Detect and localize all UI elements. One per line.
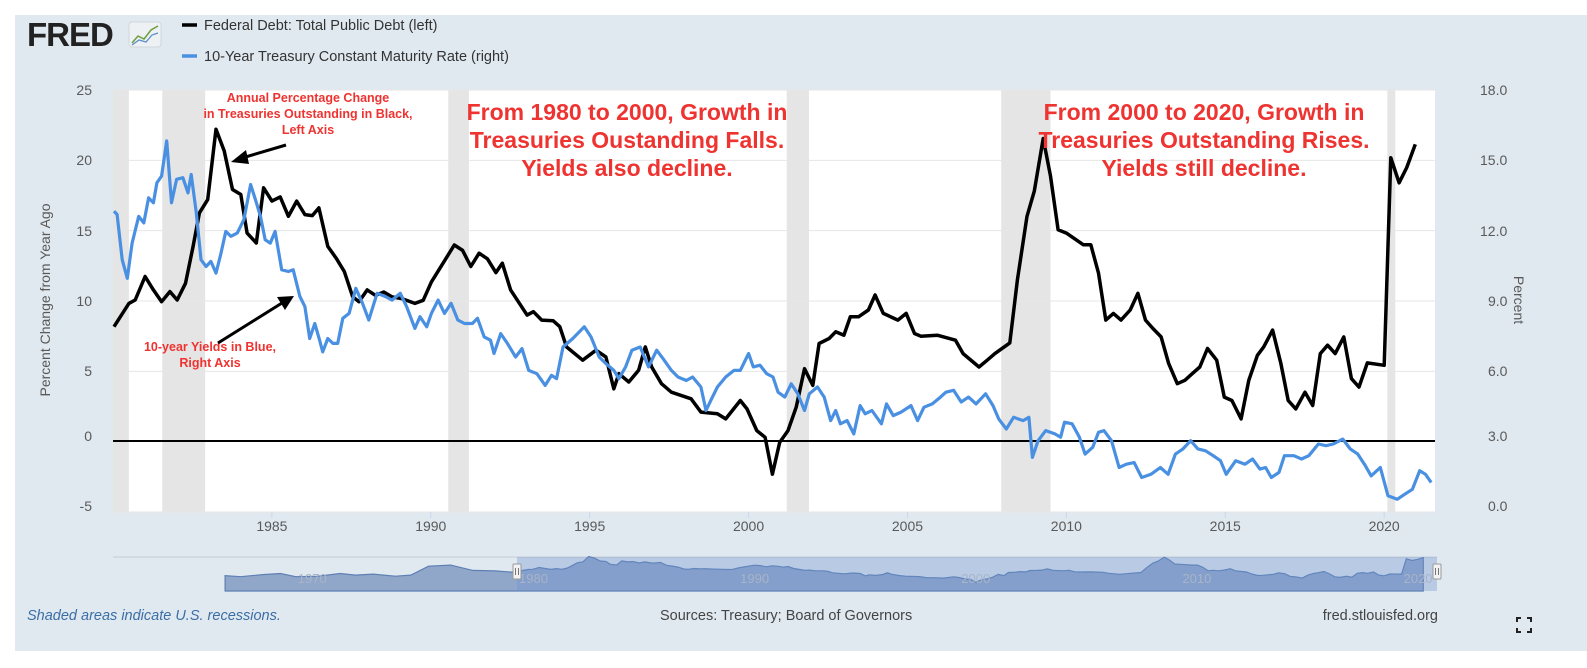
x-tick-label: 2005 [892, 518, 923, 534]
fullscreen-icon[interactable] [1516, 617, 1532, 633]
y-axis-left: 25 20 15 10 5 0 -5 Percent Change from Y… [37, 82, 92, 514]
annotation-line: From 1980 to 2000, Growth in [467, 99, 788, 125]
treasury-yield-line [112, 139, 1433, 501]
annotation-line: From 2000 to 2020, Growth in [1044, 99, 1365, 125]
y-tick-label: 3.0 [1488, 428, 1508, 444]
fred-logo[interactable]: FRED [27, 16, 162, 53]
x-tick-label: 2020 [1369, 518, 1400, 534]
navigator-handle-right[interactable] [1432, 563, 1442, 580]
fred-logo-chart-icon [128, 21, 162, 48]
y-tick-label: 25 [76, 82, 92, 98]
y-tick-label: 0 [84, 428, 92, 444]
annotation-line: Yields still decline. [1102, 155, 1307, 181]
navigator-label: 1970 [298, 571, 327, 586]
navigator-area [224, 555, 1424, 592]
navigator-selected-range[interactable] [517, 557, 1437, 591]
y-tick-label: 20 [76, 152, 92, 168]
y-tick-label: 18.0 [1480, 82, 1507, 98]
series-lines [112, 127, 1433, 501]
annotation-line: Annual Percentage Change [227, 91, 390, 105]
x-tick-label: 1985 [256, 518, 287, 534]
federal-debt-line [112, 127, 1417, 476]
handle-grip[interactable] [1432, 563, 1442, 580]
gridlines [113, 89, 1435, 513]
legend-item-10yr-treasury[interactable]: 10-Year Treasury Constant Maturity Rate … [182, 49, 509, 65]
x-tick-label: 1990 [415, 518, 446, 534]
recession-note-link[interactable]: Shaded areas indicate U.S. recessions. [27, 608, 281, 624]
navigator-label: 1990 [740, 571, 769, 586]
range-navigator[interactable]: 1970 1980 1990 2000 2010 2020 [113, 555, 1442, 592]
arrow-icon [231, 143, 287, 164]
y-axis-right-title: Percent [1511, 276, 1527, 324]
y-tick-label: 15.0 [1480, 152, 1507, 168]
annotation-line: Treasuries Outstanding Rises. [1038, 127, 1369, 153]
sources-text: Sources: Treasury; Board of Governors [660, 608, 912, 624]
x-tick-label: 2015 [1210, 518, 1241, 534]
x-tick-label: 2010 [1051, 518, 1082, 534]
y-axis-left-title: Percent Change from Year Ago [37, 203, 53, 396]
navigator-label: 1980 [519, 571, 548, 586]
annotation-line: Yields also decline. [521, 155, 732, 181]
annotation-period-1980-2000: From 1980 to 2000, Growth in Treasuries … [467, 99, 788, 181]
handle-grip[interactable] [512, 563, 522, 580]
y-axis-right: 18.0 15.0 12.0 9.0 6.0 3.0 0.0 Percent [1480, 82, 1527, 514]
navigator-label: 2000 [961, 571, 990, 586]
annotation-line: Left Axis [282, 123, 334, 137]
navigator-label: 2020 [1404, 571, 1433, 586]
navigator-handle-left[interactable] [512, 563, 522, 580]
y-tick-label: 12.0 [1480, 223, 1507, 239]
x-tick-label: 1995 [574, 518, 605, 534]
fred-site-link[interactable]: fred.stlouisfed.org [1323, 608, 1438, 624]
y-tick-label: 5 [84, 363, 92, 379]
annotation-line: in Treasuries Outstanding in Black, [203, 107, 412, 121]
x-tick-label: 2000 [733, 518, 764, 534]
fred-logo-text: FRED [27, 16, 113, 53]
arrow-icon [217, 296, 294, 345]
y-tick-label: 9.0 [1488, 293, 1508, 309]
y-tick-label: 6.0 [1488, 363, 1508, 379]
navigator-labels: 1970 1980 1990 2000 2010 2020 [298, 571, 1433, 586]
y-tick-label: -5 [80, 498, 93, 514]
annotation-debt-note: Annual Percentage Change in Treasuries O… [203, 91, 413, 164]
annotation-line: 10-year Yields in Blue, [144, 340, 276, 354]
legend: Federal Debt: Total Public Debt (left) 1… [182, 18, 509, 65]
annotation-line: Treasuries Oustanding Falls. [470, 127, 784, 153]
x-axis: 1985 1990 1995 2000 2005 2010 2015 2020 [256, 512, 1400, 534]
y-tick-label: 0.0 [1488, 498, 1508, 514]
legend-label: Federal Debt: Total Public Debt (left) [204, 18, 437, 34]
annotation-period-2000-2020: From 2000 to 2020, Growth in Treasuries … [1038, 99, 1369, 181]
legend-item-federal-debt[interactable]: Federal Debt: Total Public Debt (left) [182, 18, 437, 34]
y-tick-label: 10 [76, 293, 92, 309]
navigator-label: 2010 [1182, 571, 1211, 586]
y-tick-label: 15 [76, 223, 92, 239]
legend-label: 10-Year Treasury Constant Maturity Rate … [204, 49, 509, 65]
annotation-line: Right Axis [179, 356, 240, 370]
annotation-yield-note: 10-year Yields in Blue, Right Axis [144, 296, 294, 370]
